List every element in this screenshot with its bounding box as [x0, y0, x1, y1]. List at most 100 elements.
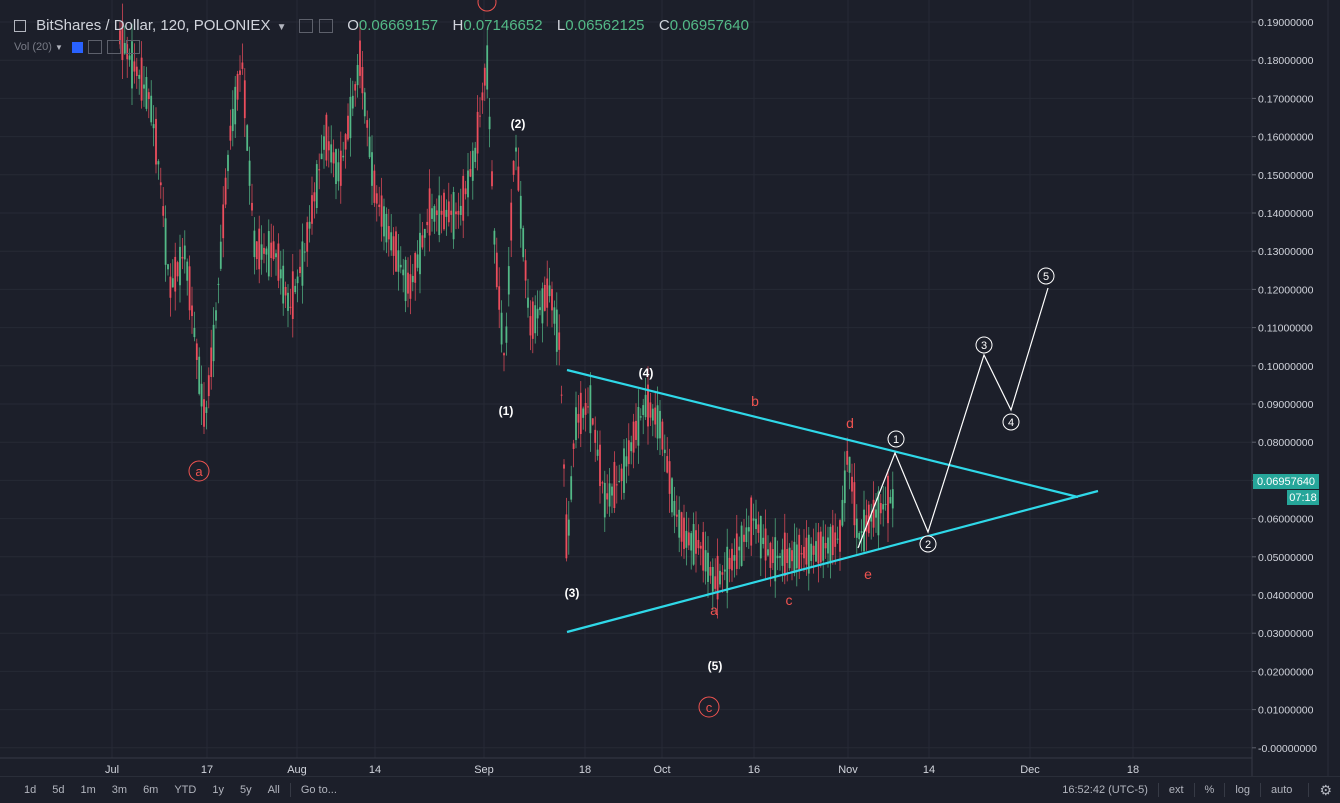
wave-label-black: (3): [565, 586, 580, 600]
extended-hours-toggle[interactable]: ext: [1168, 784, 1184, 796]
candle-body: [747, 527, 750, 532]
range-1y[interactable]: 1y: [212, 784, 224, 796]
range-6m[interactable]: 6m: [143, 784, 159, 796]
time-tick-label: 14: [923, 764, 935, 776]
candle-body: [332, 152, 335, 164]
candle-body: [330, 144, 333, 163]
time-axis[interactable]: Jul 17 Aug 14 Sep 18 Oct 16 Nov 14 Dec 18: [0, 757, 1252, 776]
wave-label-black: (4): [639, 366, 654, 380]
candle-body: [212, 324, 215, 362]
candle-body: [375, 193, 378, 204]
candle-body: [481, 92, 484, 101]
volume-row: Vol (20) ▼: [14, 40, 141, 54]
candle-body: [143, 84, 145, 89]
candle-body: [649, 402, 652, 418]
chevron-down-icon[interactable]: ▼: [54, 42, 63, 52]
candle-body: [740, 525, 743, 566]
candle-body: [419, 232, 421, 275]
candle-body: [306, 222, 309, 252]
candle-body: [335, 149, 337, 185]
gear-icon[interactable]: ⚙: [1319, 782, 1332, 798]
range-3m[interactable]: 3m: [111, 784, 128, 796]
log-scale-toggle[interactable]: log: [1235, 784, 1251, 796]
candle-body: [632, 421, 635, 453]
volume-indicator-label[interactable]: Vol (20): [14, 40, 52, 53]
symbol-title[interactable]: BitShares / Dollar, 120, POLONIEX: [36, 17, 271, 34]
plus-icon[interactable]: [107, 40, 122, 54]
range-all[interactable]: All: [267, 784, 280, 796]
price-axis[interactable]: 0.19000000 0.18000000 0.17000000 0.16000000…: [1251, 0, 1317, 776]
close-icon[interactable]: [318, 19, 333, 34]
triangle-lower-trendline[interactable]: [566, 489, 1099, 634]
settings-icon[interactable]: [298, 19, 313, 34]
candle-body: [217, 283, 220, 285]
candle-body: [560, 394, 563, 396]
bottom-toolbar: 1d 5d 1m 3m 6m YTD 1y 5y All Go to... 16…: [0, 776, 1340, 803]
candle-body: [378, 204, 381, 207]
range-5y[interactable]: 5y: [239, 784, 252, 796]
eye-icon[interactable]: [71, 41, 83, 53]
candle-body: [731, 548, 733, 571]
close-icon[interactable]: [126, 40, 141, 54]
candle-body: [834, 532, 837, 547]
candle-body: [817, 532, 820, 564]
percent-scale-toggle[interactable]: %: [1204, 784, 1215, 796]
candle-body: [320, 153, 323, 160]
candle-body: [870, 514, 873, 522]
time-tick-label: Oct: [653, 764, 670, 776]
candle-body: [409, 274, 412, 299]
candle-body: [822, 536, 825, 561]
wave-label-red: a: [195, 464, 203, 479]
candle-body: [531, 301, 534, 339]
candle-body: [839, 520, 841, 552]
candle-body: [387, 226, 390, 240]
high-label: H: [452, 17, 464, 34]
go-to-button[interactable]: Go to...: [300, 784, 337, 796]
range-ytd[interactable]: YTD: [174, 784, 197, 796]
auto-scale-toggle[interactable]: auto: [1271, 784, 1293, 796]
candle-body: [138, 74, 141, 79]
candle-body: [155, 118, 157, 165]
time-tick-label: 18: [579, 764, 591, 776]
range-5d[interactable]: 5d: [52, 784, 65, 796]
price-tick-label: 0.18000000: [1258, 55, 1314, 67]
projected-wave-path[interactable]: [857, 287, 1049, 549]
candle-body: [735, 533, 738, 569]
candle-body: [891, 489, 894, 509]
candle-body: [774, 537, 777, 582]
menu-icon[interactable]: [14, 20, 26, 33]
candle-body: [603, 482, 606, 518]
candle-body: [769, 542, 772, 568]
candle-body: [750, 497, 753, 546]
candle-body: [339, 150, 342, 186]
low-value: 0.06562125: [565, 17, 645, 34]
range-1d[interactable]: 1d: [24, 784, 37, 796]
candle-body: [819, 531, 822, 563]
candle-body: [200, 383, 203, 407]
candle-body: [865, 515, 868, 532]
candle-body: [193, 327, 196, 338]
candle-body: [707, 552, 709, 582]
candle-body: [512, 160, 515, 175]
range-1m[interactable]: 1m: [80, 784, 96, 796]
candle-body: [397, 250, 400, 272]
candle-body: [308, 221, 311, 229]
candle-body: [776, 555, 779, 559]
candle-body: [587, 406, 589, 408]
chevron-down-icon[interactable]: ▼: [276, 22, 287, 33]
candle-body: [457, 210, 460, 215]
candle-body: [450, 210, 453, 215]
candle-body: [608, 483, 611, 507]
candle-body: [824, 542, 827, 549]
candle-body: [255, 241, 258, 260]
candle-body: [459, 205, 462, 215]
candle-body: [627, 440, 630, 465]
candle-body: [265, 248, 268, 255]
candle-body: [558, 332, 561, 350]
circled-wave-1: 1: [887, 430, 905, 448]
gear-icon[interactable]: [88, 40, 103, 54]
candle-body: [702, 532, 705, 571]
triangle-upper-trendline[interactable]: [566, 368, 1079, 499]
candle-body: [282, 265, 285, 304]
